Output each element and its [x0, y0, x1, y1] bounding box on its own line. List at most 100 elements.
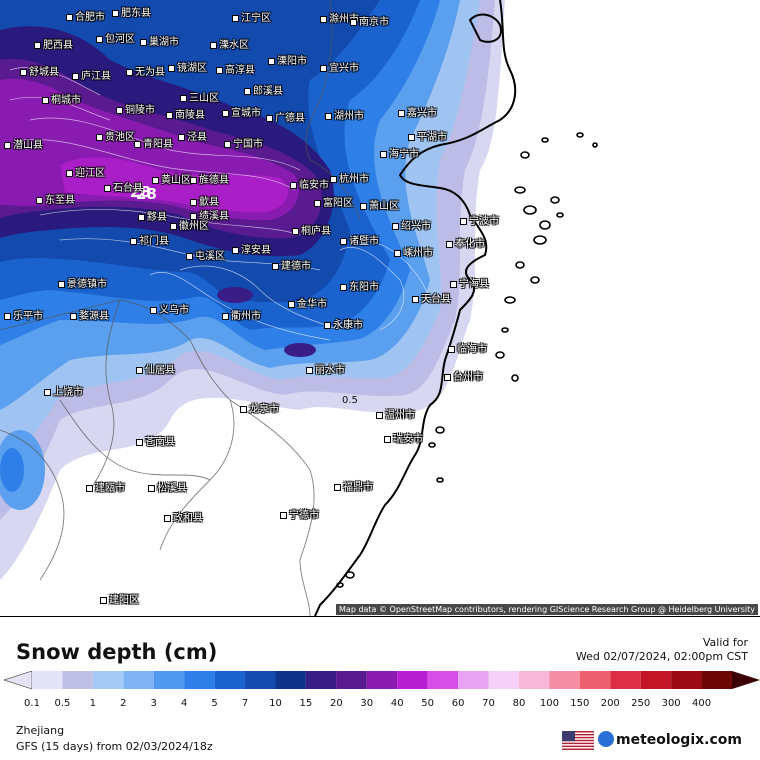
scale-swatch: [336, 671, 367, 689]
city-label: 衢州市: [222, 311, 261, 322]
scale-swatch: [518, 671, 550, 689]
city-label: 合肥市: [66, 12, 105, 23]
city-label: 天台县: [412, 294, 451, 305]
city-label: 祁门县: [130, 236, 169, 247]
city-label: 溧阳市: [268, 56, 307, 67]
us-flag-icon[interactable]: [562, 731, 594, 750]
city-label: 宁波市: [460, 216, 499, 227]
city-label: 政和县: [164, 513, 203, 524]
city-label: 龙泉市: [240, 404, 279, 415]
city-label: 迎江区: [66, 168, 105, 179]
city-label: 海宁市: [380, 149, 419, 160]
scale-tick-label: 250: [631, 698, 651, 709]
city-label: 湖州市: [325, 111, 364, 122]
city-label: 铜陵市: [116, 105, 155, 116]
city-label: 潜山县: [4, 140, 43, 151]
scale-tick-label: 0.5: [54, 698, 71, 709]
city-label: 滁州市: [320, 14, 359, 25]
city-label: 南陵县: [166, 110, 205, 121]
city-label: 平湖市: [408, 132, 447, 143]
map-view[interactable]: 28 28 0.5 合肥市 肥东县 滁州市 南京市 江宁区 肥西县 包河区 巢湖…: [0, 0, 760, 617]
scale-swatch: [184, 671, 215, 689]
map-attribution: Map data © OpenStreetMap contributors, r…: [336, 604, 758, 615]
scale-tick-label: 20: [329, 698, 343, 709]
scale-swatch: [123, 671, 154, 689]
city-label: 高淳县: [216, 65, 255, 76]
city-label: 建阳区: [100, 595, 139, 606]
meteologix-icon: [598, 731, 614, 747]
contour-label: 0.5: [342, 395, 358, 406]
scale-swatch: [275, 671, 306, 689]
city-label: 临海市: [448, 344, 487, 355]
city-label: 嘉兴市: [398, 108, 437, 119]
city-label: 歙县: [190, 197, 219, 208]
city-label: 宁国市: [224, 139, 263, 150]
city-label: 青阳县: [134, 139, 173, 150]
city-label: 永康市: [324, 320, 363, 331]
city-label: 建瓯市: [86, 483, 125, 494]
legend-title: Snow depth (cm): [16, 640, 218, 664]
city-label: 建德市: [272, 261, 311, 272]
scale-swatch: [305, 671, 337, 689]
city-label: 仙居县: [136, 365, 175, 376]
city-label: 泾县: [178, 132, 207, 143]
scale-swatch: [701, 671, 732, 689]
city-label: 镜湖区: [168, 63, 207, 74]
scale-tick-label: 50: [421, 698, 435, 709]
scale-tick-label: 70: [482, 698, 495, 709]
scale-swatch: [671, 671, 702, 689]
city-label: 徽州区: [170, 221, 209, 232]
city-label: 江宁区: [232, 13, 271, 24]
city-label: 杭州市: [330, 174, 369, 185]
scale-swatch: [579, 671, 611, 689]
city-label: 宁德市: [280, 510, 319, 521]
city-label: 东阳市: [340, 282, 379, 293]
scale-tick-label: 150: [570, 698, 590, 709]
city-label: 桐城市: [42, 95, 81, 106]
scale-tick-label: 40: [390, 698, 404, 709]
city-label: 丽水市: [306, 365, 345, 376]
brand-logo[interactable]: meteologix.com: [598, 731, 742, 748]
city-label: 松溪县: [148, 483, 187, 494]
city-label: 上饶市: [44, 387, 83, 398]
city-label: 屯溪区: [186, 251, 225, 262]
city-label: 巢湖市: [140, 37, 179, 48]
scale-tick-label: 2: [120, 698, 127, 709]
scale-swatch: [549, 671, 580, 689]
scale-arrow-high: [732, 671, 760, 689]
city-label: 东至县: [36, 195, 75, 206]
scale-tick-label: 10: [269, 698, 282, 709]
scale-tick-label: 30: [360, 698, 374, 709]
city-label: 宣城市: [222, 108, 261, 119]
scale-tick-label: 400: [692, 698, 712, 709]
city-label: 绍兴市: [392, 221, 431, 232]
city-label: 石台县: [104, 183, 143, 194]
city-label: 临安市: [290, 180, 329, 191]
scale-swatch: [397, 671, 428, 689]
city-label: 金华市: [288, 299, 327, 310]
city-label: 嵊州市: [394, 248, 433, 259]
scale-swatch: [214, 671, 246, 689]
scale-tick-label: 1: [89, 698, 97, 709]
city-label: 庐江县: [72, 71, 111, 82]
city-label: 溧水区: [210, 40, 249, 51]
city-label: 肥东县: [112, 8, 151, 19]
scale-swatch: [458, 671, 489, 689]
scale-tick-label: 4: [180, 698, 188, 709]
scale-swatch: [427, 671, 459, 689]
city-label: 奉化市: [446, 239, 485, 250]
scale-swatch: [92, 671, 124, 689]
city-label: 黟县: [138, 212, 167, 223]
city-label: 南京市: [350, 17, 389, 28]
city-label: 舒城县: [20, 67, 59, 78]
city-label: 瑞安市: [384, 434, 423, 445]
city-label: 无为县: [126, 67, 165, 78]
city-label: 黄山区: [152, 175, 191, 186]
scale-tick-label: 80: [512, 698, 526, 709]
model-run-label: GFS (15 days) from 02/03/2024/18z: [16, 740, 213, 753]
region-label: Zhejiang: [16, 724, 65, 737]
city-label: 义乌市: [150, 305, 189, 316]
city-label: 温州市: [376, 410, 415, 421]
valid-for-label: Valid for: [702, 636, 748, 649]
scale-swatch: [153, 671, 185, 689]
